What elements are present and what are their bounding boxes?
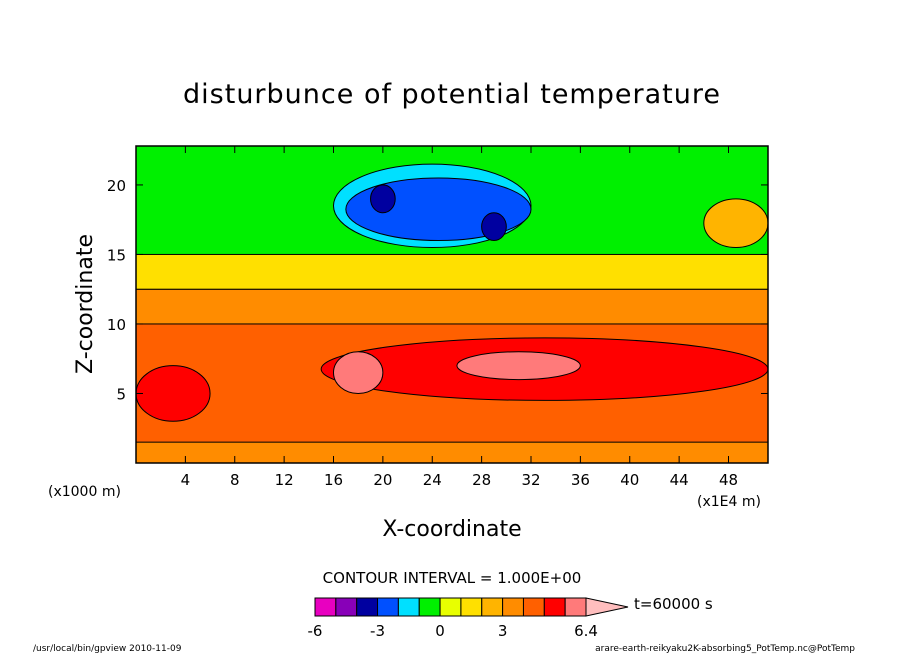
time-label: t=60000 s xyxy=(634,595,713,613)
chart-title: disturbunce of potential temperature xyxy=(183,79,721,110)
y-axis-label: Z-coordinate xyxy=(73,234,98,374)
x-tick-label: 16 xyxy=(324,471,343,489)
contour-region xyxy=(136,365,211,422)
y-axis: 5 10 15 20 xyxy=(107,177,768,403)
colorbar-swatch xyxy=(377,597,399,617)
colorbar-tick-label: -3 xyxy=(370,622,385,640)
x-unit-label: (x1000 m) xyxy=(48,484,121,500)
colorbar-tick-label: 0 xyxy=(435,622,445,640)
contour-region xyxy=(370,184,396,214)
colorbar-swatch xyxy=(335,597,358,617)
colorbar-swatch xyxy=(522,597,545,617)
colorbar-swatch xyxy=(481,597,504,617)
x-tick-label: 12 xyxy=(275,471,294,489)
y-tick-label: 15 xyxy=(107,246,126,264)
colorbar-swatch xyxy=(460,597,483,617)
colorbar-tick-label: 6.4 xyxy=(574,622,598,640)
contour-region xyxy=(333,351,384,394)
colorbar-swatch xyxy=(543,597,566,617)
x-tick-label: 36 xyxy=(571,471,590,489)
colorbar-swatch xyxy=(356,597,379,617)
colorbar xyxy=(314,597,629,617)
x-tick-label: 24 xyxy=(423,471,442,489)
y-tick-label: 10 xyxy=(107,316,126,334)
colorbar-swatch xyxy=(502,597,524,617)
x-tick-label: 48 xyxy=(719,471,738,489)
colorbar-tick-label: 3 xyxy=(498,622,508,640)
x-scale-label: (x1E4 m) xyxy=(697,494,761,510)
footer-right: arare-earth-reikyaku2K-absorbing5_PotTem… xyxy=(595,644,855,654)
x-tick-label: 44 xyxy=(670,471,689,489)
colorbar-swatch xyxy=(439,597,462,617)
plot-frame xyxy=(135,145,769,464)
plot-area xyxy=(136,146,768,463)
footer-left: /usr/local/bin/gpview 2010-11-09 xyxy=(33,644,182,654)
y-tick-label: 5 xyxy=(116,385,126,403)
y-tick-label: 20 xyxy=(107,177,126,195)
colorbar-swatch xyxy=(418,597,441,617)
x-tick-label: 4 xyxy=(181,471,191,489)
x-tick-label: 28 xyxy=(472,471,491,489)
x-tick-label: 8 xyxy=(230,471,240,489)
contour-region xyxy=(456,351,581,381)
contour-region xyxy=(481,212,507,242)
x-tick-label: 32 xyxy=(521,471,540,489)
colorbar-ticks: -6 -3 0 3 6.4 xyxy=(308,622,598,640)
colorbar-arrow xyxy=(585,597,629,617)
contour-interval-label: CONTOUR INTERVAL = 1.000E+00 xyxy=(323,569,582,587)
x-axis-label: X-coordinate xyxy=(382,517,521,542)
x-axis: 4 8 12 16 20 24 28 32 36 40 44 48 xyxy=(181,146,738,489)
contour-region xyxy=(703,198,768,248)
x-tick-label: 40 xyxy=(620,471,639,489)
colorbar-swatch xyxy=(564,597,587,617)
contour-fields xyxy=(136,146,768,463)
colorbar-swatch xyxy=(397,597,420,617)
colorbar-tick-label: -6 xyxy=(308,622,323,640)
colorbar-swatch xyxy=(314,597,337,617)
x-tick-label: 20 xyxy=(373,471,392,489)
